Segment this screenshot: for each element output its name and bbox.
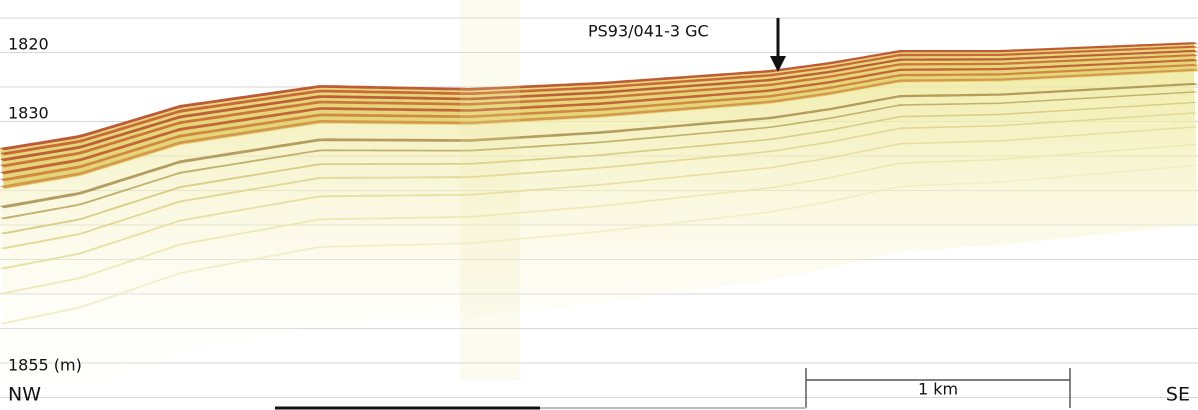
direction-label: SE <box>1166 384 1190 406</box>
depth-label: 1855 (m) <box>8 356 82 375</box>
direction-label: NW <box>8 384 41 406</box>
depth-label: 1820 <box>8 35 49 54</box>
scale-label: 1 km <box>918 380 958 399</box>
depth-label: 1830 <box>8 104 49 123</box>
core-label: PS93/041-3 GC <box>588 22 709 41</box>
scale-bar <box>275 368 1071 410</box>
core-arrow <box>770 18 786 72</box>
noise-band <box>460 0 520 380</box>
reflection-layers <box>0 42 1198 408</box>
